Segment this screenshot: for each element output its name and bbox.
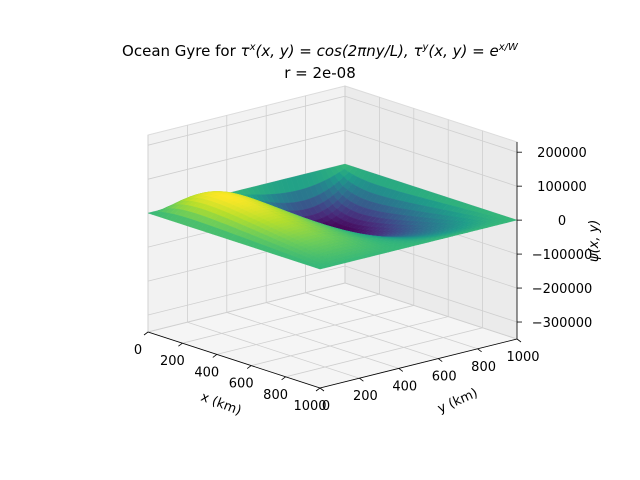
y-axis-label: y (km) xyxy=(436,386,481,417)
y-tick-mark xyxy=(359,377,364,382)
y-tick-mark xyxy=(516,338,522,343)
z-tick-label: 200000 xyxy=(537,146,587,161)
y-tick-mark xyxy=(437,358,443,362)
x-tick-mark xyxy=(212,354,218,358)
x-tick-label: 800 xyxy=(263,388,288,403)
gridline-z xyxy=(147,95,518,153)
x-axis-label: x (km) xyxy=(199,390,244,419)
x-tick-mark xyxy=(143,331,149,336)
gridline-y xyxy=(265,105,439,359)
x-tick-mark xyxy=(315,387,321,392)
surface-mesh xyxy=(147,163,518,270)
grid-lines xyxy=(147,86,518,389)
y-tick-label: 400 xyxy=(392,379,417,394)
chart-subtitle: r = 2e-08 xyxy=(284,64,356,82)
surface-facet xyxy=(315,266,326,270)
y-tick-label: 200 xyxy=(353,389,378,404)
gridline-y xyxy=(305,95,478,350)
x-tick-label: 600 xyxy=(229,377,254,392)
y-tick-label: 800 xyxy=(471,360,496,375)
y-tick-label: 600 xyxy=(432,370,457,385)
z-tick-label: 100000 xyxy=(537,180,587,195)
y-axis-line xyxy=(319,338,518,389)
x-tick-mark xyxy=(281,376,286,381)
z-tick-label: −100000 xyxy=(532,248,593,263)
gridline-y xyxy=(226,115,399,369)
z-axis-label: ψ(x, y) xyxy=(587,220,602,262)
x-tick-mark xyxy=(178,342,183,347)
x-axis-line xyxy=(147,331,321,389)
gridline-z xyxy=(147,265,518,323)
x-tick-mark xyxy=(246,365,252,369)
gridline-z xyxy=(147,129,518,187)
z-tick-label: −200000 xyxy=(532,282,593,297)
gridline-y xyxy=(344,86,518,340)
y-tick-mark xyxy=(398,368,404,372)
y-tick-label: 0 xyxy=(322,399,330,414)
tick-labels: 0200400600800100002004006008001000−30000… xyxy=(134,146,592,414)
chart-title: Ocean Gyre for τx(x, y) = cos(2πny/L), τ… xyxy=(122,42,518,60)
gridline-y xyxy=(186,125,360,379)
y-tick-mark xyxy=(319,387,325,392)
y-tick-label: 1000 xyxy=(506,350,539,365)
z-tick-label: 0 xyxy=(558,214,566,229)
x-tick-label: 1000 xyxy=(293,399,326,414)
x-tick-label: 200 xyxy=(160,354,185,369)
y-tick-mark xyxy=(477,348,482,353)
z-tick-label: −300000 xyxy=(532,316,593,331)
x-tick-label: 400 xyxy=(194,365,219,380)
x-tick-label: 0 xyxy=(134,343,142,358)
axis-lines xyxy=(147,142,518,389)
